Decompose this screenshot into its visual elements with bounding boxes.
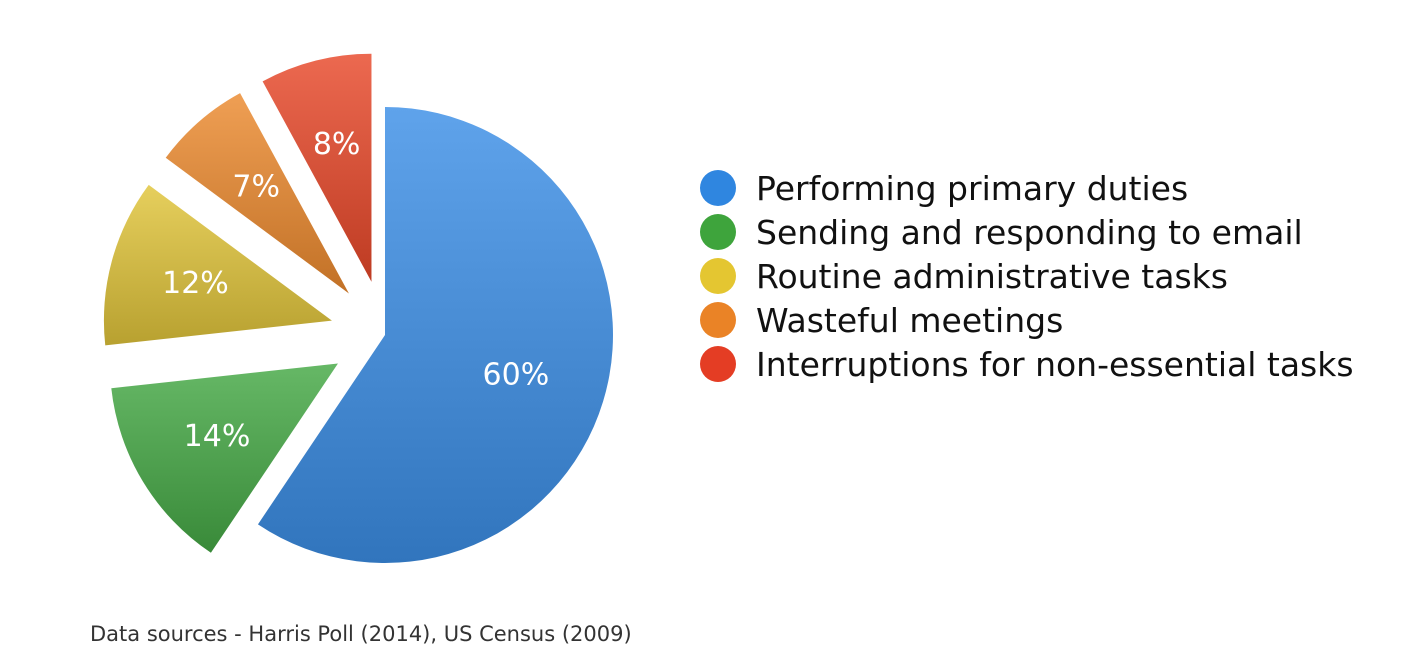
legend-item-email: Sending and responding to email	[700, 210, 1354, 254]
legend-item-interruptions: Interruptions for non-essential tasks	[700, 342, 1354, 386]
legend-label-meetings: Wasteful meetings	[756, 300, 1064, 340]
slice-label-meetings: 7%	[232, 169, 280, 204]
legend-label-admin-tasks: Routine administrative tasks	[756, 256, 1228, 296]
legend-label-primary-duties: Performing primary duties	[756, 168, 1189, 208]
legend-swatch-interruptions	[700, 346, 736, 382]
slice-label-email: 14%	[184, 419, 251, 454]
legend-item-primary-duties: Performing primary duties	[700, 166, 1354, 210]
pie-slice-email	[111, 363, 338, 553]
legend: Performing primary duties Sending and re…	[700, 166, 1354, 386]
legend-item-admin-tasks: Routine administrative tasks	[700, 254, 1354, 298]
data-source-note: Data sources - Harris Poll (2014), US Ce…	[90, 622, 632, 646]
slice-label-interruptions: 8%	[313, 127, 361, 162]
pie-slice-meetings	[165, 93, 349, 294]
slice-label-admin-tasks: 12%	[162, 266, 229, 301]
legend-swatch-meetings	[700, 302, 736, 338]
legend-swatch-admin-tasks	[700, 258, 736, 294]
slice-label-primary-duties: 60%	[483, 357, 550, 392]
legend-label-interruptions: Interruptions for non-essential tasks	[756, 344, 1354, 384]
pie-slice-admin-tasks	[103, 184, 332, 346]
pie-slice-primary-duties	[257, 107, 613, 563]
legend-swatch-email	[700, 214, 736, 250]
pie-slice-interruptions	[262, 53, 372, 282]
legend-item-meetings: Wasteful meetings	[700, 298, 1354, 342]
legend-label-email: Sending and responding to email	[756, 212, 1303, 252]
legend-swatch-primary-duties	[700, 170, 736, 206]
pie-chart: 60% 14% 12% 7% 8%	[103, 53, 613, 563]
